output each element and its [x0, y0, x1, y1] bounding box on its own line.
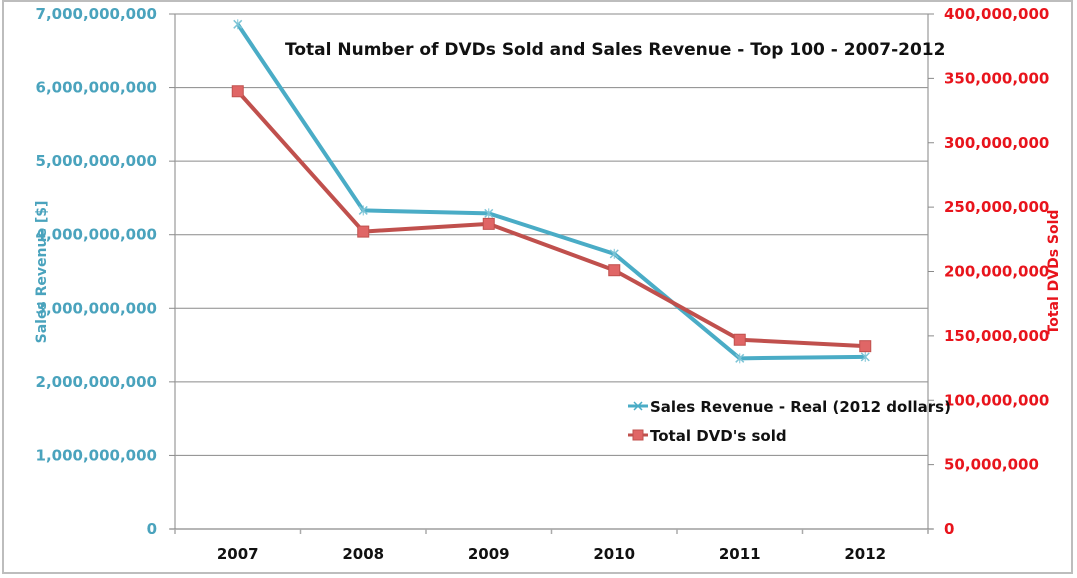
square-marker-icon [632, 429, 644, 441]
right-tick-label: 200,000,000 [944, 263, 1049, 281]
data-point [357, 225, 370, 238]
right-axis-ticks: 0 50,000,000 100,000,000 150,000,000 200,000… [928, 5, 1049, 538]
series-line [236, 23, 866, 361]
data-point [733, 333, 746, 346]
left-tick-label: 1,000,000,000 [36, 446, 157, 464]
series-line [236, 89, 866, 349]
left-tick-label: 5,000,000,000 [36, 152, 157, 170]
right-tick-label: 100,000,000 [944, 391, 1049, 409]
legend-label-revenue: Sales Revenue - Real (2012 dollars) [650, 398, 951, 416]
left-tick-label: 0 [147, 520, 157, 538]
right-tick-label: 400,000,000 [944, 5, 1049, 23]
data-point [608, 264, 621, 277]
data-point [859, 340, 872, 353]
x-axis-ticks: 2007 2008 2009 2010 2011 2012 [174, 529, 929, 563]
data-point [735, 353, 745, 364]
left-axis-title: Sales Revenue [$] [34, 201, 50, 344]
legend-item-dvds: Total DVD's sold [628, 427, 787, 445]
data-point [860, 351, 870, 362]
data-point [233, 19, 243, 30]
left-axis-ticks: 0 1,000,000,000 2,000,000,000 3,000,000,000… [36, 5, 175, 538]
x-tick-label: 2010 [593, 545, 635, 563]
right-tick-label: 0 [944, 520, 954, 538]
series-sales-revenue [233, 19, 870, 364]
data-point [609, 248, 619, 259]
left-tick-label: 3,000,000,000 [36, 299, 157, 317]
right-tick-label: 300,000,000 [944, 134, 1049, 152]
left-tick-label: 4,000,000,000 [36, 226, 157, 244]
legend-item-revenue: Sales Revenue - Real (2012 dollars) [628, 398, 951, 416]
x-tick-label: 2008 [342, 545, 384, 563]
x-tick-label: 2011 [719, 545, 761, 563]
chart-title: Total Number of DVDs Sold and Sales Reve… [285, 40, 945, 60]
x-tick-label: 2009 [468, 545, 510, 563]
data-point [231, 85, 244, 98]
left-tick-label: 2,000,000,000 [36, 373, 157, 391]
legend: Sales Revenue - Real (2012 dollars) Tota… [628, 398, 951, 445]
data-point [358, 205, 368, 216]
legend-label-dvds: Total DVD's sold [650, 427, 787, 445]
right-axis-title: Total DVDs Sold [1046, 210, 1062, 335]
left-tick-label: 7,000,000,000 [36, 5, 157, 23]
x-marker-icon [633, 401, 643, 411]
x-tick-label: 2007 [217, 545, 259, 563]
right-tick-label: 50,000,000 [944, 456, 1039, 474]
series-group [231, 19, 872, 364]
data-point [484, 208, 494, 219]
data-point [482, 217, 495, 230]
series-dvds-sold [231, 85, 872, 353]
right-tick-label: 150,000,000 [944, 327, 1049, 345]
right-tick-label: 250,000,000 [944, 198, 1049, 216]
left-tick-label: 6,000,000,000 [36, 79, 157, 97]
right-tick-label: 350,000,000 [944, 69, 1049, 87]
x-tick-label: 2012 [844, 545, 886, 563]
